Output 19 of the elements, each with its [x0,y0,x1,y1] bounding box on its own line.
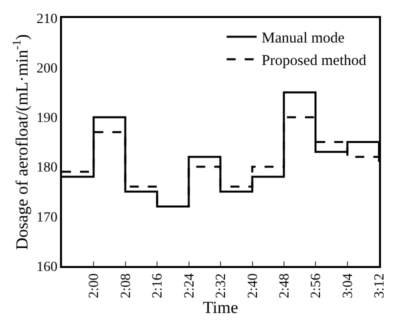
x-tick-label: 2:16 [150,273,166,298]
x-tick-label: 2:48 [277,273,292,298]
x-tick-label: 2:40 [246,273,261,298]
y-tick-label: 200 [36,62,58,76]
y-tick-label: 210 [36,12,58,27]
x-tick-label: 3:12 [372,273,388,298]
y-tick-label: 180 [36,160,58,176]
x-tick-label: 2:32 [214,273,229,298]
x-tick-label: 2:00 [87,273,102,298]
x-tick-label: 3:04 [340,273,356,298]
x-tick-label: 2:56 [309,273,324,298]
x-axis-title: Time [202,298,238,318]
y-tick-label: 160 [36,260,58,275]
y-tick-label: 190 [36,111,58,126]
legend-label: Proposed method [262,53,367,70]
legend-label: Manual mode [262,30,345,47]
x-tick-label: 2:24 [182,273,198,298]
x-tick-label: 2:08 [118,273,134,298]
y-tick-label: 170 [36,210,58,226]
